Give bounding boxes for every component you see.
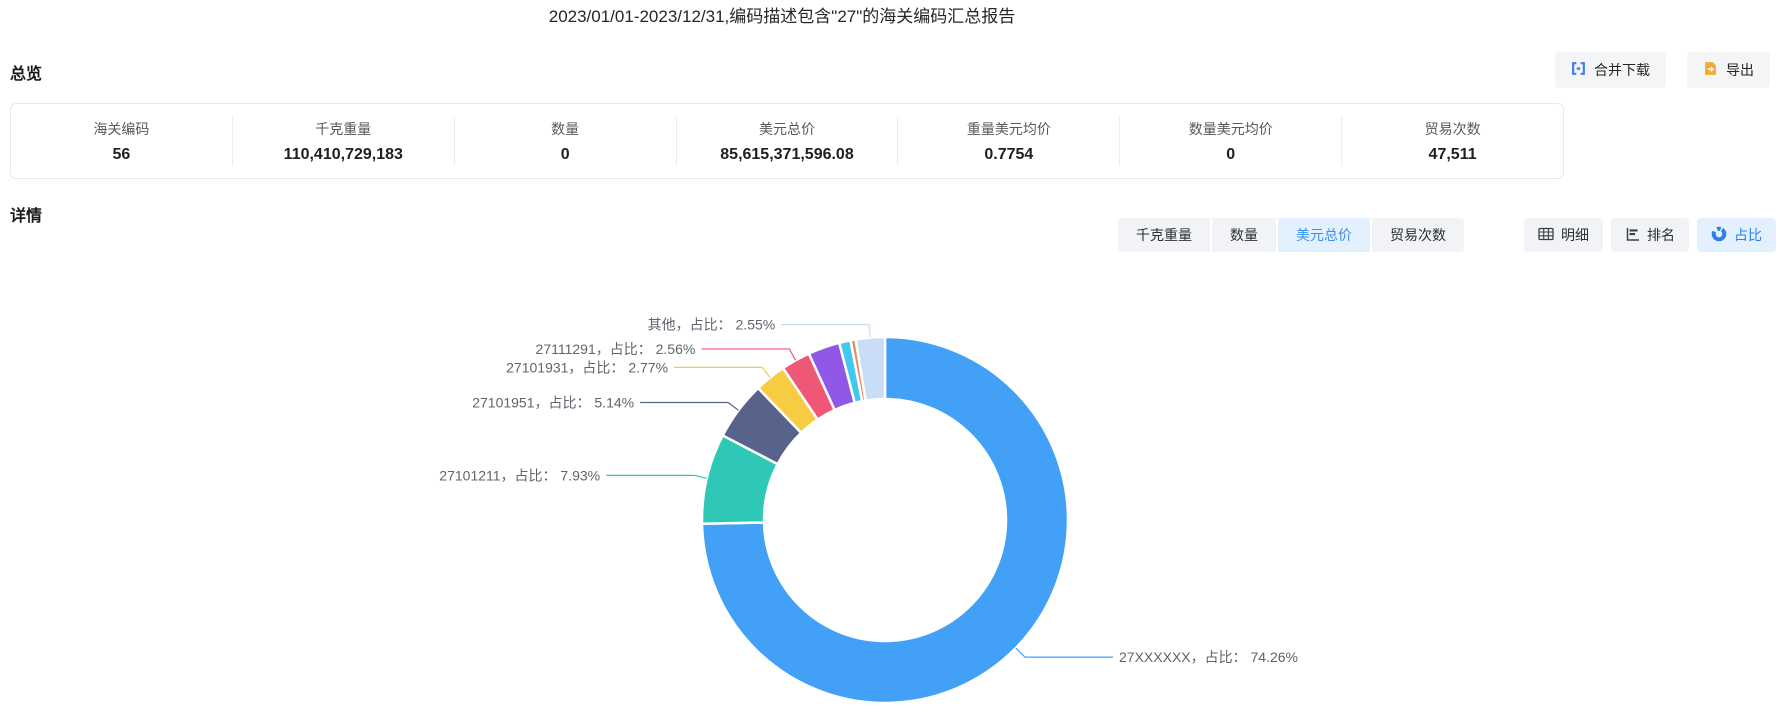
stat-label: 贸易次数	[1424, 120, 1481, 137]
donut-icon	[1711, 226, 1727, 245]
stat-usd-per-weight: 重量美元均价 0.7754	[897, 116, 1119, 166]
stat-label: 数量美元均价	[1188, 120, 1273, 137]
stat-usd-total: 美元总价 85,615,371,596.08	[675, 116, 898, 166]
slice-leader-line	[1015, 647, 1114, 658]
stat-value: 47,511	[1428, 145, 1477, 163]
share-donut-chart: 27XXXXXX，占比： 74.26% 27101211，占比： 7.93% 271…	[0, 250, 1780, 717]
stat-value: 85,615,371,596.08	[720, 145, 854, 163]
detail-controls: 千克重量 数量 美元总价 贸易次数 明细 排名	[1118, 218, 1776, 252]
slice-label: 27XXXXXX，占比： 74.26%	[1119, 649, 1298, 665]
stat-label: 海关编码	[93, 120, 150, 137]
export-label: 导出	[1726, 62, 1754, 78]
overview-heading: 总览	[10, 66, 43, 83]
stat-label: 千克重量	[315, 120, 372, 137]
view-detail-button[interactable]: 明细	[1524, 218, 1603, 252]
overview-stats-card: 海关编码 56 千克重量 110,410,729,183 数量 0 美元总价 8…	[10, 103, 1564, 179]
tab-kg-weight[interactable]: 千克重量	[1118, 218, 1210, 252]
ranking-icon	[1625, 227, 1640, 244]
slice-leader-line	[674, 366, 771, 378]
merge-download-label: 合并下载	[1594, 62, 1650, 78]
stat-quantity: 数量 0	[453, 116, 676, 166]
stat-label: 数量	[551, 120, 580, 137]
metric-tab-group: 千克重量 数量 美元总价 贸易次数	[1118, 218, 1464, 252]
export-button[interactable]: 导出	[1687, 52, 1770, 88]
slice-leader-line	[701, 348, 797, 361]
donut-slice-其他[interactable]	[854, 335, 887, 402]
tab-trade-count[interactable]: 贸易次数	[1372, 218, 1464, 252]
slice-leader-line	[781, 324, 871, 338]
merge-download-icon	[1571, 61, 1586, 79]
slice-leader-line	[606, 474, 707, 479]
stat-value: 0	[1226, 145, 1236, 163]
stat-kg-weight: 千克重量 110,410,729,183	[231, 116, 454, 166]
tab-quantity[interactable]: 数量	[1212, 218, 1276, 252]
view-share-label: 占比	[1734, 227, 1762, 243]
stat-value: 0	[560, 145, 570, 163]
stat-customs-code: 海关编码 56	[11, 117, 232, 166]
stat-value: 56	[112, 145, 131, 163]
view-ranking-label: 排名	[1647, 227, 1675, 243]
slice-label: 27101931，占比： 2.77%	[506, 359, 668, 375]
slice-label: 27101211，占比： 7.93%	[439, 467, 600, 483]
slice-leader-line	[640, 401, 739, 411]
view-detail-label: 明细	[1561, 227, 1589, 243]
stat-usd-per-quantity: 数量美元均价 0	[1119, 116, 1341, 166]
table-icon	[1538, 227, 1554, 244]
slice-label: 其他，占比： 2.55%	[648, 317, 776, 333]
stat-label: 美元总价	[759, 120, 815, 137]
merge-download-button[interactable]: 合并下载	[1555, 52, 1666, 88]
donut-slice-27XXXXXX[interactable]	[700, 335, 1070, 705]
view-share-button[interactable]: 占比	[1697, 218, 1776, 252]
stat-value: 0.7754	[984, 145, 1034, 163]
slice-label: 27101951，占比： 5.14%	[472, 394, 634, 410]
view-button-group: 明细 排名 占比	[1524, 218, 1776, 252]
detail-heading: 详情	[10, 208, 43, 225]
slice-label: 27111291，占比： 2.56%	[536, 341, 696, 357]
donut-svg: 27XXXXXX，占比： 74.26% 27101211，占比： 7.93% 271…	[439, 317, 1298, 705]
tab-usd-total[interactable]: 美元总价	[1278, 218, 1370, 252]
stat-trade-count: 贸易次数 47,511	[1341, 116, 1563, 166]
stat-label: 重量美元均价	[966, 120, 1051, 137]
view-ranking-button[interactable]: 排名	[1611, 218, 1689, 252]
stat-value: 110,410,729,183	[283, 145, 403, 163]
export-icon	[1703, 61, 1718, 79]
page-title: 2023/01/01-2023/12/31,编码描述包含"27"的海关编码汇总报…	[548, 7, 1016, 26]
top-action-buttons: 合并下载 导出	[1555, 52, 1770, 88]
